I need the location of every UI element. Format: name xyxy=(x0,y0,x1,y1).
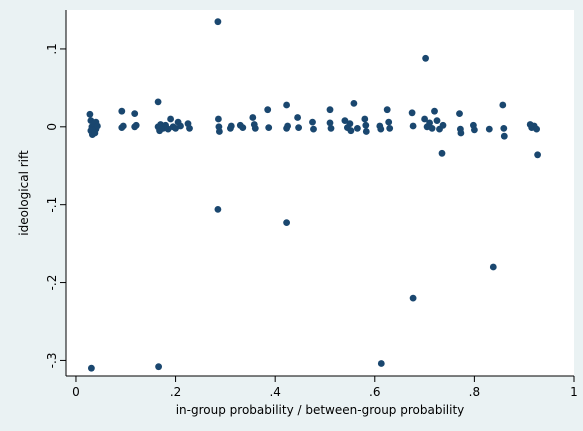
data-point xyxy=(283,219,290,227)
data-point xyxy=(86,110,94,118)
data-point xyxy=(409,122,417,130)
data-point xyxy=(118,107,126,115)
x-tick-label: .4 xyxy=(269,385,280,399)
data-point xyxy=(88,364,95,372)
data-point xyxy=(500,132,508,140)
data-point xyxy=(132,121,140,129)
data-point xyxy=(326,106,334,114)
data-point xyxy=(131,110,139,117)
data-point xyxy=(310,125,317,133)
data-point xyxy=(154,98,162,106)
data-point xyxy=(422,54,429,62)
data-point xyxy=(362,121,370,129)
data-point xyxy=(456,110,463,117)
data-point xyxy=(215,115,222,123)
y-axis-ticks: .1 0 -.1 -.2 -.3 xyxy=(45,43,66,368)
data-points xyxy=(86,18,541,372)
data-point xyxy=(91,129,99,137)
data-point xyxy=(386,124,394,132)
data-point xyxy=(428,124,436,132)
data-point xyxy=(385,118,393,126)
data-point xyxy=(264,106,272,114)
data-point xyxy=(326,119,334,127)
x-axis-label: in-group probability / between-group pro… xyxy=(176,403,465,417)
data-point xyxy=(249,114,257,121)
data-point xyxy=(421,115,428,123)
data-point xyxy=(309,118,316,126)
plot-area xyxy=(66,10,574,376)
y-tick-label: 0 xyxy=(45,123,59,131)
y-axis-label: ideological rift xyxy=(17,150,31,236)
data-point xyxy=(499,101,507,109)
data-point xyxy=(489,263,497,271)
data-point xyxy=(377,125,385,133)
y-tick-label: .1 xyxy=(45,43,59,54)
x-tick-label: 1 xyxy=(570,385,578,399)
data-point xyxy=(283,101,290,109)
data-point xyxy=(408,109,416,117)
data-point xyxy=(439,121,447,129)
data-point xyxy=(341,117,349,124)
data-point xyxy=(347,127,355,135)
data-point xyxy=(433,117,441,124)
data-point xyxy=(167,115,175,123)
data-point xyxy=(457,129,465,137)
data-point xyxy=(438,149,446,157)
data-point xyxy=(295,124,302,131)
data-point xyxy=(426,119,433,127)
data-point xyxy=(500,124,508,132)
data-point xyxy=(354,124,361,132)
data-point xyxy=(294,114,301,121)
x-tick-label: .8 xyxy=(469,385,480,399)
x-axis-ticks: 0 .2 .4 .6 .8 1 xyxy=(72,376,578,399)
data-point xyxy=(471,126,478,134)
data-point xyxy=(327,124,335,132)
y-tick-label: -.1 xyxy=(45,197,59,213)
data-point xyxy=(350,100,358,107)
data-point xyxy=(251,124,259,132)
data-point xyxy=(346,120,354,128)
data-point xyxy=(284,122,291,130)
data-point xyxy=(534,151,541,159)
data-point xyxy=(177,122,184,130)
data-point xyxy=(119,122,127,130)
data-point xyxy=(362,128,370,135)
y-tick-label: -.3 xyxy=(45,353,59,369)
data-point xyxy=(265,124,273,131)
data-point xyxy=(431,107,438,115)
data-point xyxy=(214,18,222,26)
x-tick-label: 0 xyxy=(72,385,80,399)
data-point xyxy=(227,122,235,130)
x-tick-label: .2 xyxy=(170,385,181,399)
data-point xyxy=(409,294,417,302)
data-point xyxy=(533,125,540,133)
data-point xyxy=(94,122,101,130)
y-tick-label: -.2 xyxy=(45,275,59,291)
data-point xyxy=(186,124,193,132)
data-point xyxy=(216,128,223,135)
data-point xyxy=(155,363,163,371)
data-point xyxy=(383,106,391,114)
data-point xyxy=(239,124,247,131)
data-point xyxy=(485,125,493,133)
data-point xyxy=(377,360,385,367)
data-point xyxy=(214,206,222,213)
x-tick-label: .6 xyxy=(369,385,380,399)
data-point xyxy=(361,115,369,123)
